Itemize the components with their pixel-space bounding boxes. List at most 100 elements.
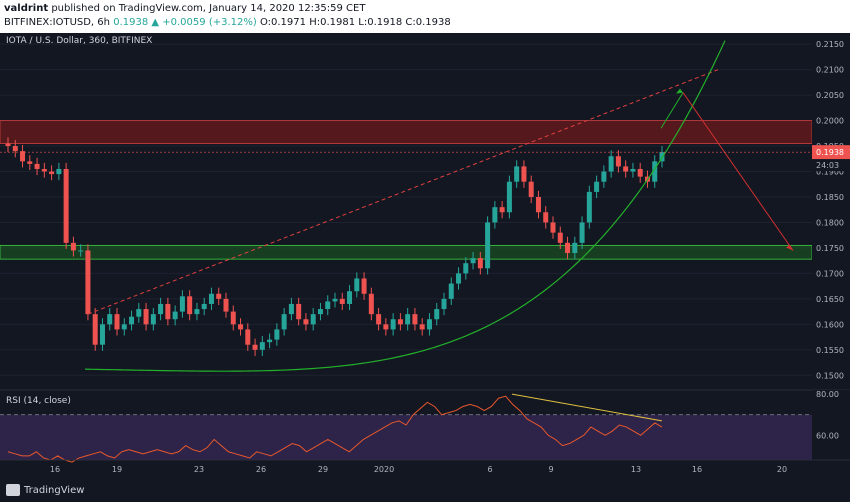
candle-body	[572, 242, 578, 254]
chart-title: IOTA / U.S. Dollar, 360, BITFINEX	[6, 36, 153, 46]
candle-body	[463, 263, 469, 274]
candle-body	[92, 314, 98, 345]
candle-body	[56, 168, 62, 175]
x-tick-label: 13	[631, 465, 641, 474]
price-axis	[812, 34, 850, 388]
candle-body	[623, 166, 629, 172]
candle-body	[5, 143, 11, 147]
y-tick-label: 0.1900	[816, 168, 844, 177]
candle-body	[339, 298, 345, 304]
candle-body	[238, 324, 244, 330]
candle-body	[376, 314, 382, 325]
candle-body	[27, 161, 33, 164]
candle-body	[136, 309, 142, 317]
countdown-label: 24:03	[816, 161, 839, 170]
candle-body	[70, 242, 76, 251]
candle-body	[434, 309, 440, 320]
candle-body	[630, 168, 636, 172]
candle-body	[557, 232, 563, 243]
candle-body	[543, 212, 549, 223]
up-arrow-icon: ▲	[151, 17, 160, 28]
candle-body	[332, 298, 338, 302]
candle-body	[601, 171, 607, 182]
candle-body	[419, 324, 425, 330]
candle-body	[129, 316, 135, 325]
last-price-tag	[812, 145, 850, 160]
candle-body	[317, 309, 323, 315]
candle-body	[499, 207, 505, 213]
candle-body	[579, 222, 585, 243]
candle-body	[121, 324, 127, 330]
candle-body	[448, 283, 454, 299]
x-tick-label: 2020	[374, 465, 394, 474]
candle-body	[550, 222, 556, 233]
x-tick-label: 20	[777, 465, 787, 474]
price-change: +0.0059 (+3.12%)	[162, 17, 257, 28]
last-price: 0.1938	[113, 17, 149, 28]
x-tick-label: 16	[50, 465, 60, 474]
ohlc-low: L:0.1918	[358, 17, 403, 28]
x-tick-label: 9	[548, 465, 553, 474]
candle-body	[78, 250, 84, 252]
candle-body	[594, 181, 600, 192]
candle-body	[514, 166, 520, 182]
rsi-axis	[812, 390, 850, 460]
x-tick-label: 16	[692, 465, 702, 474]
candle-body	[441, 298, 447, 310]
y-tick-label: 0.1600	[816, 320, 844, 329]
symbol-info: BITFINEX:IOTUSD, 6h 0.1938 ▲ +0.0059 (+3…	[4, 17, 451, 28]
candle-body	[230, 311, 236, 325]
support-zone	[0, 244, 813, 260]
candle-body	[41, 168, 47, 172]
countdown-tag	[812, 159, 850, 172]
x-tick-label: 29	[318, 465, 328, 474]
x-tick-label: 26	[256, 465, 266, 474]
candle-body	[477, 258, 483, 269]
price-chart[interactable]: 0.21500.21000.20500.20000.19500.19000.18…	[0, 33, 850, 502]
candle-body	[535, 196, 541, 213]
dashed-trendline	[87, 69, 719, 315]
candle-body	[281, 314, 287, 330]
projection-arrow-up	[660, 92, 684, 129]
rsi-tick-label: 80.00	[816, 390, 839, 399]
symbol-label: BITFINEX:IOTUSD, 6h	[4, 17, 110, 28]
candle-body	[405, 314, 411, 325]
candle-body	[267, 339, 273, 343]
candle-body	[216, 293, 222, 299]
candle-body	[187, 296, 193, 315]
projection-arrow-up-head	[676, 88, 683, 94]
publisher-name[interactable]: valdrint	[4, 3, 49, 14]
candle-body	[259, 342, 265, 350]
rsi-line	[7, 395, 663, 463]
candle-body	[412, 314, 418, 325]
candle-body	[85, 250, 91, 315]
candle-body	[528, 181, 534, 197]
candle-body	[34, 163, 40, 169]
publish-header: valdrint published on TradingView.com, J…	[0, 0, 850, 33]
parabolic-curve	[84, 40, 726, 372]
candle-body	[615, 156, 621, 167]
candle-body	[274, 329, 280, 340]
x-tick-label: 23	[194, 465, 204, 474]
tradingview-logo[interactable]: TradingView	[6, 484, 84, 496]
candle-body	[245, 329, 251, 345]
y-tick-label: 0.1650	[816, 295, 844, 304]
candle-body	[390, 319, 396, 330]
candle-body	[296, 303, 302, 320]
y-tick-label: 0.1850	[816, 193, 844, 202]
candle-body	[172, 311, 178, 320]
candle-body	[608, 156, 614, 172]
candle-body	[347, 291, 353, 304]
tradingview-brand: TradingView	[24, 484, 85, 496]
candle-body	[114, 314, 120, 330]
candle-body	[586, 191, 592, 223]
publish-date: published on TradingView.com, January 14…	[51, 3, 366, 14]
candle-body	[20, 151, 26, 162]
y-tick-label: 0.1550	[816, 346, 844, 355]
rsi-band	[0, 414, 812, 460]
candle-body	[208, 293, 214, 304]
candle-body	[652, 161, 658, 182]
last-price-tag-label: 0.1938	[816, 148, 844, 157]
publish-info: valdrint published on TradingView.com, J…	[4, 3, 365, 14]
candle-body	[565, 242, 571, 254]
